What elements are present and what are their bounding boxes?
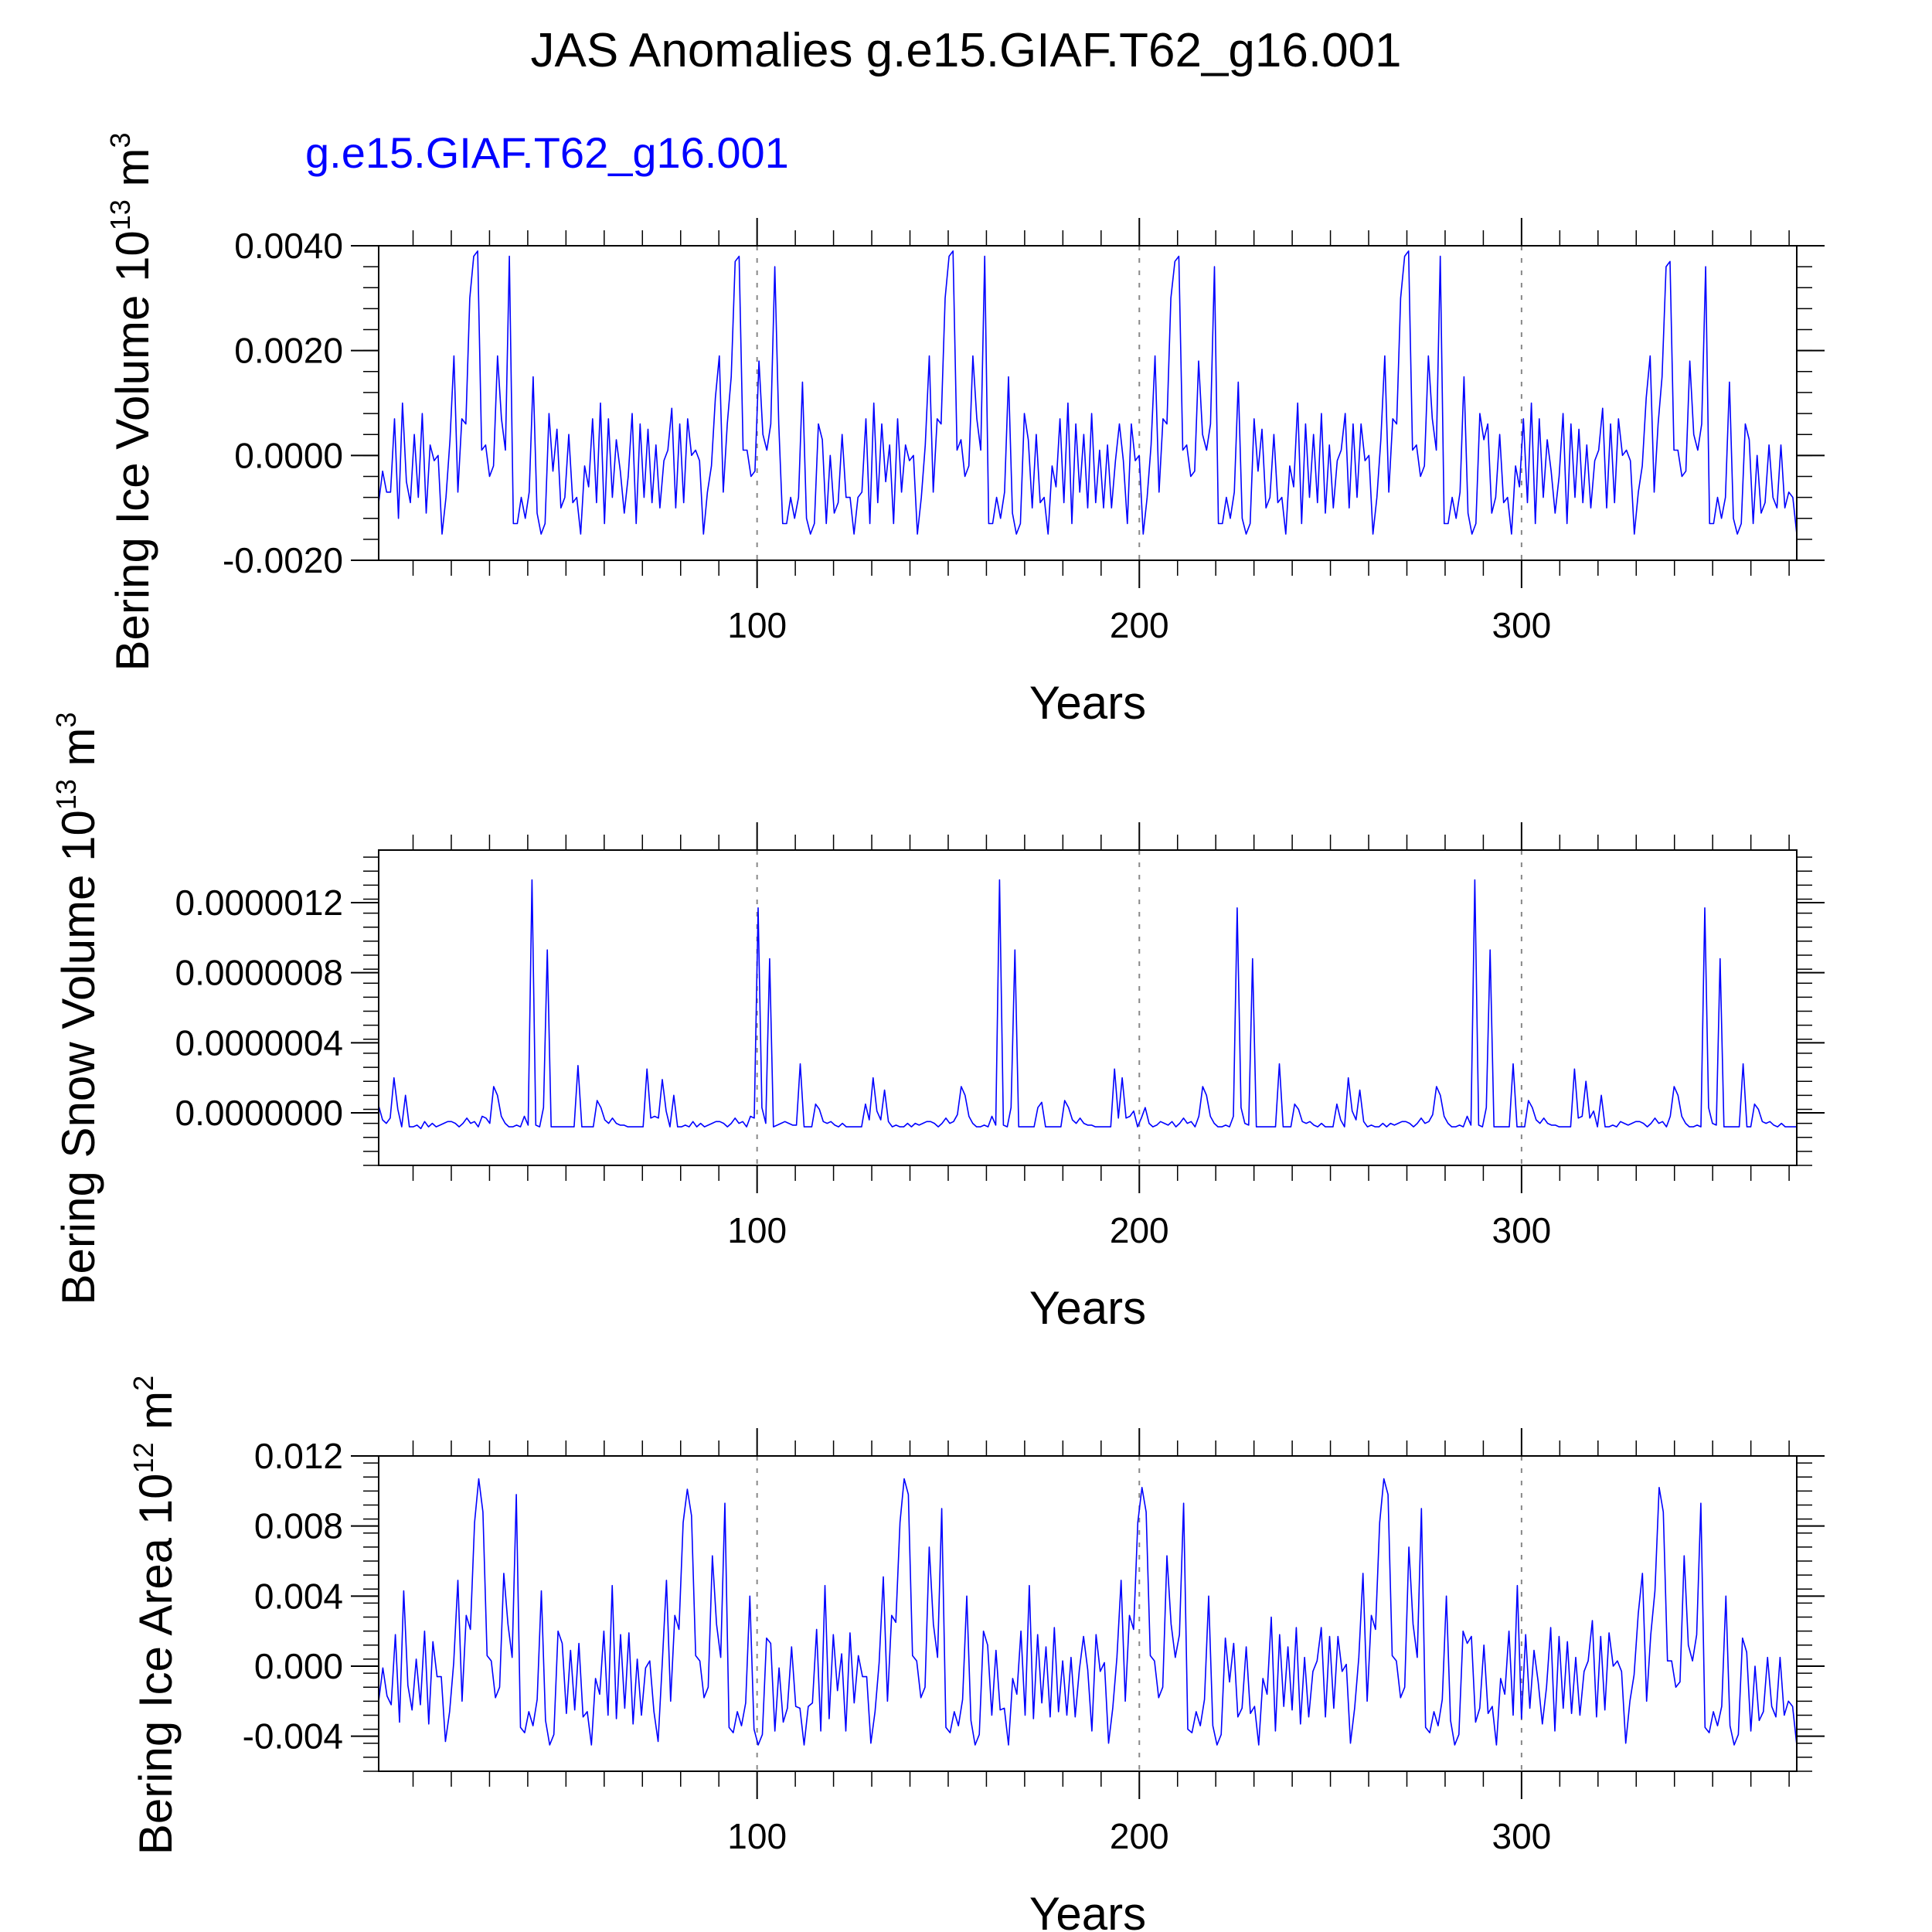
- x-tick-label: 300: [1492, 605, 1552, 645]
- x-axis-title: Years: [1029, 677, 1146, 729]
- x-tick-label: 300: [1492, 1210, 1552, 1250]
- x-tick-label: 100: [727, 1816, 787, 1856]
- y-tick-label: -0.0020: [223, 540, 343, 580]
- y-tick-label: 0.0000004: [175, 1022, 343, 1063]
- panel-2: 0.0000000 0.0000004 0.0000008 0.0000012 100 2…: [50, 712, 1825, 1334]
- y-tick-label: -0.004: [243, 1716, 343, 1757]
- series-line: [378, 879, 1797, 1130]
- chart-title: JAS Anomalies g.e15.GIAF.T62_g16.001: [530, 24, 1402, 77]
- panel-3: -0.004 0.000 0.004 0.008 0.012 100 200 300 Years…: [128, 1376, 1825, 1932]
- y-tick-label: 0.0000000: [175, 1093, 343, 1133]
- y-tick-label: 0.0000: [234, 435, 343, 475]
- y-tick-label: 0.0020: [234, 331, 343, 371]
- x-tick-label: 200: [1110, 605, 1169, 645]
- plot-frame: [378, 245, 1798, 561]
- y-tick-label: 0.0000008: [175, 953, 343, 993]
- y-axis-title: Bering Ice Area 1012 m2: [128, 1376, 182, 1855]
- y-tick-label: 0.004: [254, 1576, 343, 1616]
- series-line: [378, 1478, 1798, 1746]
- y-axis-title: Bering Ice Volume 1013 m3: [104, 132, 158, 671]
- y-tick-label: 0.0040: [234, 226, 343, 266]
- y-tick-label: 0.0000012: [175, 883, 343, 923]
- run-label: g.e15.GIAF.T62_g16.001: [305, 128, 789, 177]
- x-tick-label: 100: [727, 1210, 787, 1250]
- y-tick-label: 0.012: [254, 1436, 343, 1476]
- x-axis-title: Years: [1029, 1282, 1146, 1334]
- panel-1: -0.0020 0.0000 0.0020 0.0040 100 200 300 Years B…: [104, 132, 1825, 729]
- x-tick-label: 300: [1492, 1816, 1552, 1856]
- x-axis-title: Years: [1029, 1888, 1146, 1932]
- plot-frame: [378, 1455, 1798, 1772]
- y-tick-label: 0.000: [254, 1646, 343, 1686]
- y-axis-title: Bering Snow Volume 1013 m3: [50, 712, 104, 1304]
- plot-frame: [378, 849, 1798, 1166]
- x-tick-label: 200: [1110, 1816, 1169, 1856]
- x-tick-label: 200: [1110, 1210, 1169, 1250]
- x-tick-label: 100: [727, 605, 787, 645]
- y-tick-label: 0.008: [254, 1506, 343, 1546]
- series-line: [378, 250, 1798, 535]
